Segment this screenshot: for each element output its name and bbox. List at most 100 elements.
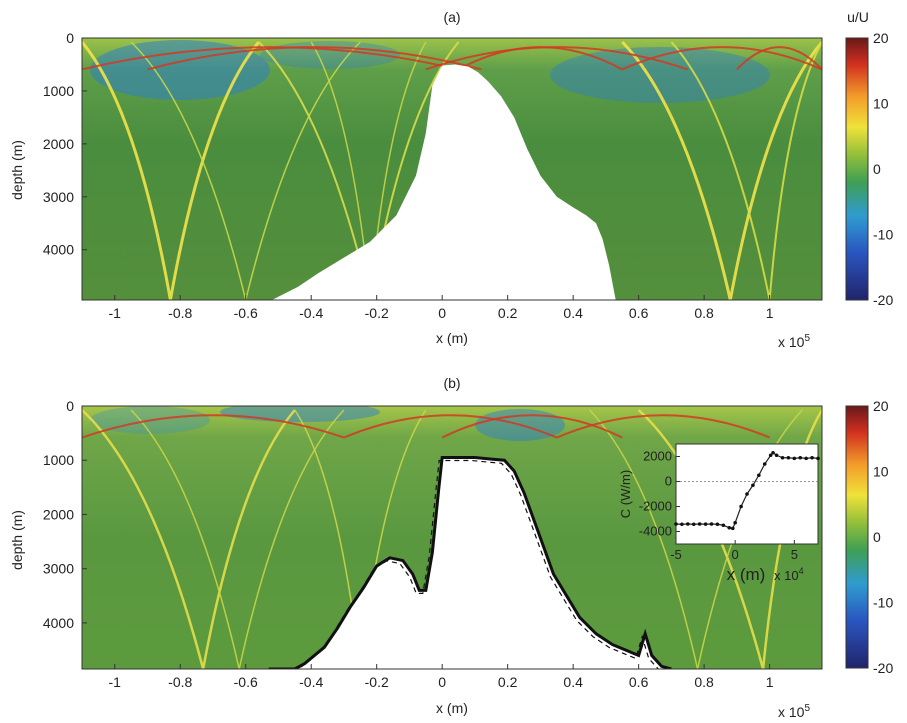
inset-ylabel: C (W/m)	[618, 470, 633, 518]
inset-point	[709, 522, 714, 526]
inset-x-tick-label: -5	[670, 547, 682, 562]
inset-point	[751, 483, 755, 488]
panel-a-x-ticks: -1 -0.8 -0.6 -0.4 -0.2 0 0.2 0.4 0.6 0.8 1	[109, 295, 774, 321]
inset-point	[697, 522, 702, 526]
x-tick-label: -1	[109, 305, 122, 321]
y-tick-label: 4000	[43, 615, 74, 631]
x-tick-label: 0.8	[694, 305, 714, 321]
inset-y-tick-label: -4000	[639, 524, 672, 539]
wave-beam	[82, 41, 260, 300]
surface-beam	[621, 46, 822, 71]
y-tick-label: 2000	[43, 506, 74, 522]
inset-point	[810, 455, 814, 460]
y-tick-label: 1000	[43, 83, 74, 99]
wave-beam	[130, 41, 361, 300]
panel-a-colorbar-label: u/U	[847, 9, 869, 25]
inset-xlabel: x (m)	[727, 565, 766, 584]
y-tick-label: 4000	[43, 242, 74, 258]
panel-b-topography-dashed	[294, 459, 661, 669]
inset-point	[686, 522, 690, 526]
inset-point	[798, 455, 803, 460]
wave-beam	[130, 409, 345, 669]
panel-a-title: (a)	[443, 9, 460, 25]
inset-point	[792, 456, 797, 461]
y-tick-label: 1000	[43, 452, 74, 468]
panel-b-colorbar	[845, 405, 869, 669]
x-tick-label: 1	[766, 305, 774, 321]
colorbar-tick-label: 10	[873, 464, 889, 480]
y-tick-label: 0	[66, 30, 74, 46]
y-tick-label: 3000	[43, 189, 74, 205]
x-tick-label: 1	[766, 674, 774, 690]
inset-point	[786, 455, 791, 460]
inset-point	[771, 450, 775, 455]
inset-x-ticks: -5 0 5	[670, 540, 798, 562]
inset-point	[780, 455, 785, 460]
inset-point	[674, 522, 678, 526]
panel-b-xlabel: x (m)	[436, 700, 468, 716]
inset-chart: -5 0 5 2000 0 -2000 -4000 x (m) x 104 C (W/m)	[618, 443, 820, 584]
inset-point	[804, 456, 808, 461]
colorbar-tick-label: 20	[873, 30, 889, 46]
x-tick-label: 0.8	[694, 674, 714, 690]
x-tick-label: -0.2	[365, 674, 389, 690]
colorbar-tick-label: 10	[873, 96, 889, 112]
inset-point	[757, 473, 761, 478]
surface-beam	[82, 46, 459, 71]
inset-y-tick-label: 0	[665, 474, 672, 489]
inset-point	[816, 456, 820, 461]
colorbar-tick-label: -20	[873, 292, 893, 308]
x-tick-label: -0.6	[234, 674, 258, 690]
panel-b-y-ticks: 0 1000 2000 3000 4000	[43, 398, 87, 631]
inset-point	[703, 522, 708, 526]
inset-point	[739, 504, 743, 509]
inset-y-tick-label: -2000	[639, 499, 672, 514]
inset-x-tick-label: 5	[791, 547, 798, 562]
wave-beam	[82, 409, 296, 669]
panel-b-topography	[268, 457, 672, 669]
inset-point	[762, 462, 767, 466]
x-tick-label: -0.6	[234, 305, 258, 321]
colorbar-tick-label: 20	[873, 398, 889, 414]
inset-point	[680, 522, 684, 527]
panel-a: (a) -1 -0.8 -0.6 -0.4 -0.2 0 0.2 0.4 0.6 0.8 1 0 10…	[9, 9, 893, 350]
inset-point	[745, 492, 749, 496]
panel-b-x-multiplier: x 105	[778, 703, 810, 720]
inset-y-tick-label: 2000	[643, 449, 672, 464]
panel-b: (b) -1 -0.8 -0.6 -0.4 -0.2 0 0.2 0.4 0.6 0.8 1 0 10…	[9, 375, 893, 720]
inset-points	[674, 450, 820, 531]
surface-beam	[736, 46, 822, 71]
surface-beam	[441, 414, 623, 439]
y-tick-label: 2000	[43, 136, 74, 152]
inset-point	[721, 523, 726, 528]
inset-point	[691, 522, 696, 527]
x-tick-label: 0	[438, 305, 446, 321]
panel-b-ylabel: depth (m)	[9, 510, 25, 570]
surface-beam	[556, 414, 770, 439]
x-tick-label: 0.6	[629, 674, 649, 690]
surface-beam	[147, 46, 482, 71]
panel-b-beams	[82, 409, 822, 669]
x-tick-label: -0.4	[299, 305, 323, 321]
inset-point	[774, 453, 779, 458]
panel-a-colorbar-ticks: 20 10 0 -10 -20	[873, 30, 893, 308]
panel-b-topography-line	[268, 456, 672, 669]
panel-a-y-ticks: 0 1000 2000 3000 4000	[43, 30, 87, 258]
panel-b-title: (b)	[443, 375, 460, 391]
panel-a-xlabel: x (m)	[436, 330, 468, 346]
surface-beam	[343, 414, 558, 439]
x-tick-label: -0.2	[365, 305, 389, 321]
panel-a-ylabel: depth (m)	[9, 140, 25, 200]
colorbar-tick-label: -10	[873, 227, 893, 243]
x-tick-label: 0.2	[498, 674, 518, 690]
wave-beam	[621, 40, 822, 300]
colorbar-tick-label: 0	[873, 161, 881, 177]
x-tick-label: 0	[438, 674, 446, 690]
panel-a-colorbar	[845, 37, 869, 301]
inset-y-ticks: 2000 0 -2000 -4000	[639, 449, 680, 539]
panel-b-x-ticks: -1 -0.8 -0.6 -0.4 -0.2 0 0.2 0.4 0.6 0.8 1	[109, 664, 774, 690]
inset-point	[727, 525, 732, 530]
panel-a-topography	[271, 64, 616, 300]
x-tick-label: 0.4	[563, 305, 583, 321]
